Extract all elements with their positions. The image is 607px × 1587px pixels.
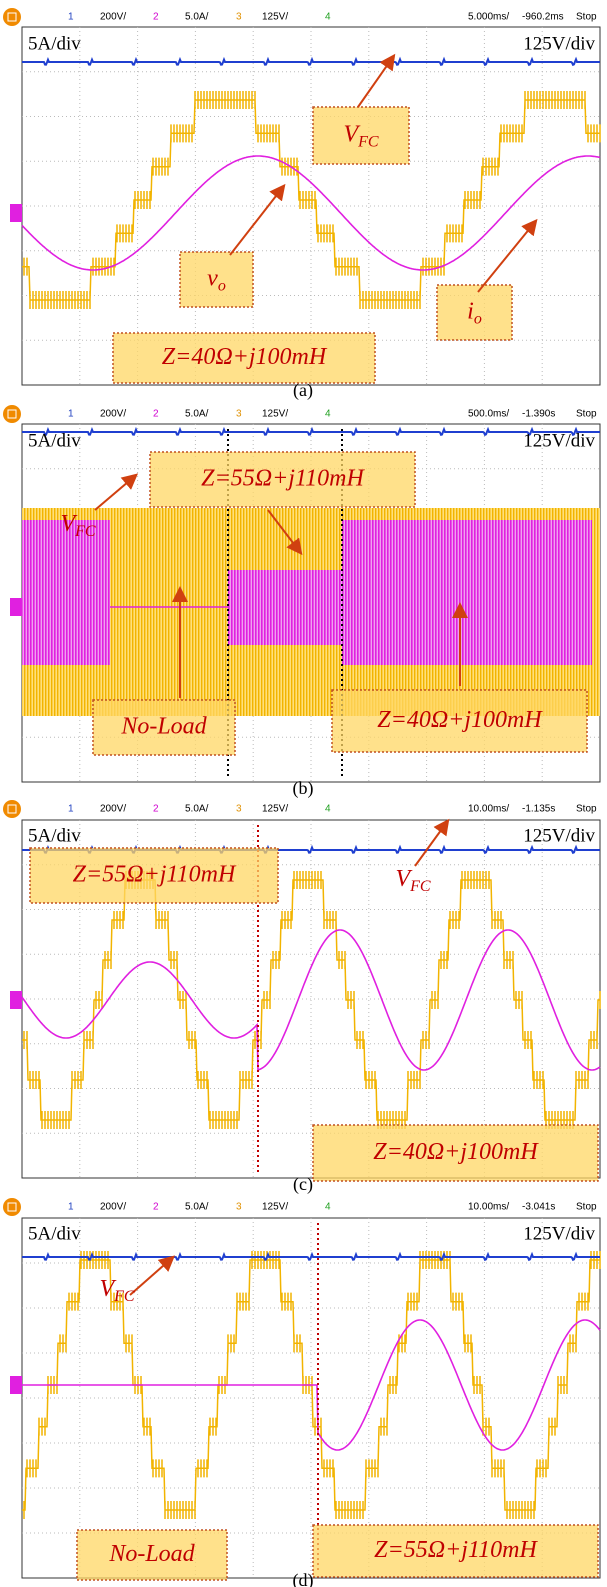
header-position: -960.2ms	[522, 12, 564, 23]
annotation-label: Z=55Ω+j110mH	[73, 861, 237, 887]
header-status: Stop	[576, 12, 597, 23]
header-timebase: 10.00ms/	[468, 1202, 509, 1213]
header-ch3_scale: 125V/	[262, 804, 288, 815]
header-ch3_scale: 125V/	[262, 12, 288, 23]
header-ch1: 1	[68, 804, 74, 815]
header-ch3: 3	[236, 12, 242, 23]
header-position: -3.041s	[522, 1202, 555, 1213]
header-ch2: 2	[153, 409, 159, 420]
header-ch2_scale: 5.0A/	[185, 804, 209, 815]
annotation-text: Z=40Ω+j100mH	[373, 1139, 539, 1165]
right-scale: 125V/div	[523, 33, 595, 54]
channel-marker	[10, 1376, 22, 1394]
annotation-text: No-Load	[120, 713, 207, 739]
header-ch2: 2	[153, 12, 159, 23]
header-ch2_scale: 5.0A/	[185, 1202, 209, 1213]
annotation-text: Z=55Ω+j110mH	[374, 1537, 538, 1563]
scope-panel: 1 200V/2 5.0A/3 125V/4 500.0ms/ -1.390s Stop 5A…	[3, 405, 600, 799]
annotation-label: No-Load	[120, 713, 207, 739]
channel-marker	[10, 204, 22, 222]
header-ch2_scale: 5.0A/	[185, 12, 209, 23]
header-ch1: 1	[68, 409, 74, 420]
header-ch1_scale: 200V/	[100, 12, 126, 23]
annotation-label: No-Load	[108, 1541, 195, 1567]
header-ch4: 4	[325, 409, 331, 420]
header-ch1: 1	[68, 12, 74, 23]
annotation-text: Z=55Ω+j110mH	[73, 861, 237, 887]
annotation-symbol: i	[467, 298, 474, 324]
menu-icon	[3, 8, 21, 26]
header-ch1_scale: 200V/	[100, 804, 126, 815]
magenta-band	[228, 570, 342, 645]
header-ch4: 4	[325, 804, 331, 815]
annotation-subscript: FC	[409, 878, 431, 895]
header-status: Stop	[576, 1202, 597, 1213]
annotation-label: Z=40Ω+j100mH	[373, 1139, 539, 1165]
header-ch1_scale: 200V/	[100, 409, 126, 420]
annotation-label: Z=40Ω+j100mH	[377, 707, 543, 733]
header-position: -1.135s	[522, 804, 555, 815]
annotation-symbol: v	[207, 265, 218, 291]
scope-panel: 1 200V/2 5.0A/3 125V/4 5.000ms/ -960.2ms Stop 5…	[3, 8, 600, 401]
header-ch3_scale: 125V/	[262, 409, 288, 420]
figure: 1 200V/2 5.0A/3 125V/4 5.000ms/ -960.2ms Stop 5…	[0, 0, 607, 1587]
header-ch3: 3	[236, 804, 242, 815]
header-ch4: 4	[325, 12, 331, 23]
header-timebase: 5.000ms/	[468, 12, 509, 23]
magenta-band	[22, 520, 110, 665]
right-scale: 125V/div	[523, 825, 595, 846]
annotation-text: No-Load	[108, 1541, 195, 1567]
header-ch3_scale: 125V/	[262, 1202, 288, 1213]
annotation-label: Z=55Ω+j110mH	[374, 1537, 538, 1563]
menu-icon	[3, 800, 21, 818]
left-scale: 5A/div	[28, 430, 81, 451]
header-ch3: 3	[236, 1202, 242, 1213]
right-scale: 125V/div	[523, 430, 595, 451]
header-timebase: 10.00ms/	[468, 804, 509, 815]
header-status: Stop	[576, 409, 597, 420]
scope-panel: 1 200V/2 5.0A/3 125V/4 10.00ms/ -1.135s Stop 5A…	[3, 800, 600, 1195]
annotation-label: Z=55Ω+j110mH	[201, 465, 365, 491]
header-status: Stop	[576, 804, 597, 815]
annotation-label: Z=40Ω+j100mH	[162, 344, 328, 370]
annotation-text: Z=40Ω+j100mH	[162, 344, 328, 370]
right-scale: 125V/div	[523, 1223, 595, 1244]
annotation-subscript: FC	[74, 523, 96, 540]
channel-marker	[10, 991, 22, 1009]
left-scale: 5A/div	[28, 825, 81, 846]
caption: (d)	[293, 1570, 314, 1587]
annotation-text: Z=40Ω+j100mH	[377, 707, 543, 733]
menu-icon	[3, 405, 21, 423]
header-ch2_scale: 5.0A/	[185, 409, 209, 420]
left-scale: 5A/div	[28, 33, 81, 54]
header-ch2: 2	[153, 804, 159, 815]
scope-panel: 1 200V/2 5.0A/3 125V/4 10.00ms/ -3.041s Stop 5A…	[3, 1198, 600, 1587]
header-ch3: 3	[236, 409, 242, 420]
annotation-subscript: o	[218, 277, 226, 294]
caption: (c)	[293, 1174, 313, 1195]
header-ch1_scale: 200V/	[100, 1202, 126, 1213]
header-ch2: 2	[153, 1202, 159, 1213]
magenta-band	[342, 520, 592, 665]
left-scale: 5A/div	[28, 1223, 81, 1244]
header-ch1: 1	[68, 1202, 74, 1213]
menu-icon	[3, 1198, 21, 1216]
channel-marker	[10, 598, 22, 616]
annotation-subscript: FC	[357, 133, 379, 150]
caption: (a)	[293, 380, 313, 401]
annotation-subscript: o	[474, 310, 482, 327]
header-timebase: 500.0ms/	[468, 409, 509, 420]
header-ch4: 4	[325, 1202, 331, 1213]
header-position: -1.390s	[522, 409, 555, 420]
caption: (b)	[293, 778, 314, 799]
annotation-subscript: FC	[113, 1288, 135, 1305]
annotation-text: Z=55Ω+j110mH	[201, 465, 365, 491]
